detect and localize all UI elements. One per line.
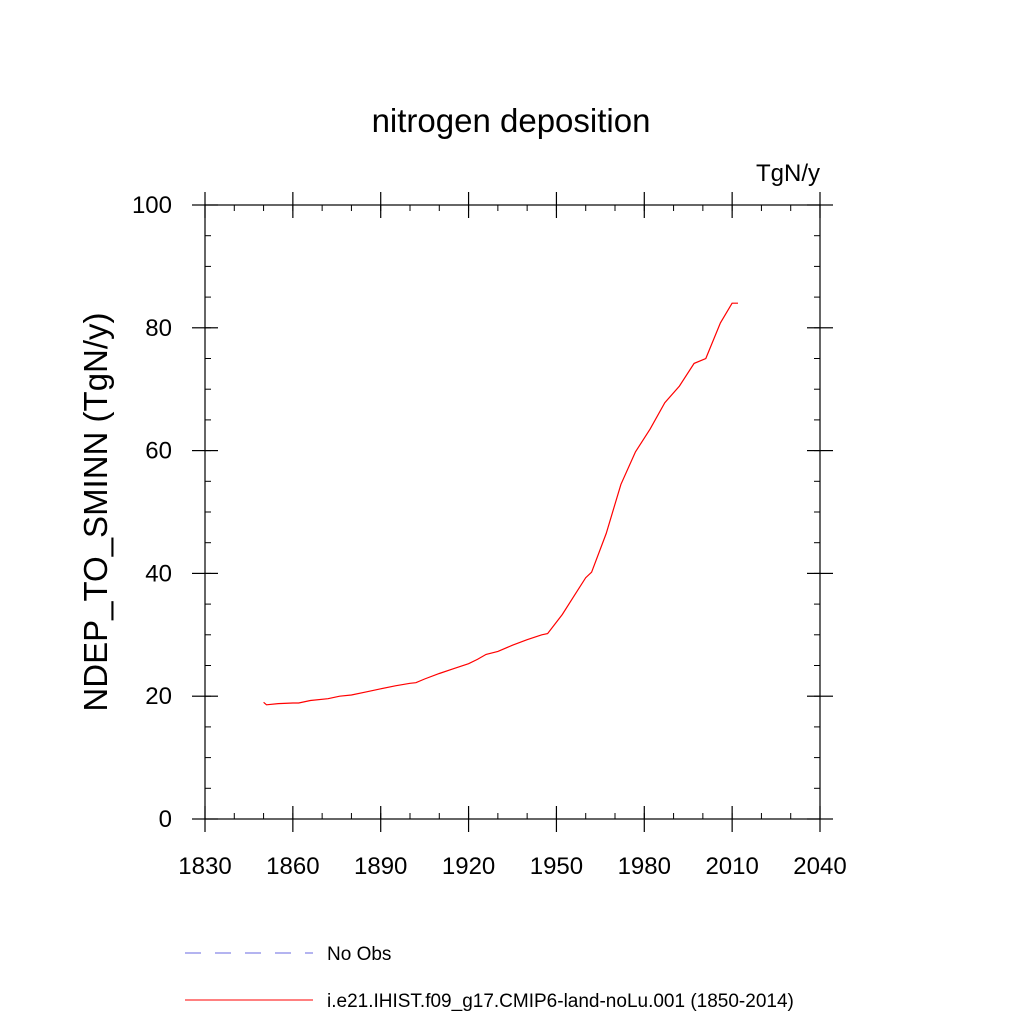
y-tick-label: 20: [145, 683, 172, 710]
legend-label-1: No Obs: [327, 944, 391, 965]
plot-frame: [204, 204, 821, 820]
x-tick-label: 1950: [530, 853, 583, 880]
y-tick-label: 60: [145, 438, 172, 465]
x-tick-label: 1860: [266, 853, 319, 880]
y-axis-label: NDEP_TO_SMINN (TgN/y): [77, 312, 114, 711]
x-tick-label: 1920: [442, 853, 495, 880]
y-tick-label: 100: [132, 192, 172, 219]
x-tick-label: 2010: [705, 853, 758, 880]
chart-title: nitrogen deposition: [372, 102, 651, 139]
y-tick-label: 80: [145, 315, 172, 342]
x-tick-label: 2040: [793, 853, 846, 880]
x-tick-label: 1830: [178, 853, 231, 880]
y-tick-label: 40: [145, 560, 172, 587]
legend-label-2: i.e21.IHIST.f09_g17.CMIP6-land-noLu.001 …: [327, 991, 794, 1012]
units-label: TgN/y: [756, 160, 820, 187]
series-line-2: [263, 302, 738, 706]
plot-area: 1830 1860 1890 1920 1950 1980 2010 204002040608…: [132, 192, 847, 880]
x-tick-label: 1980: [618, 853, 671, 880]
legend: No Obs i.e21.IHIST.f09_g17.CMIP6-land-noL…: [185, 944, 794, 1012]
y-tick-label: 0: [159, 806, 172, 833]
x-tick-label: 1890: [354, 853, 407, 880]
